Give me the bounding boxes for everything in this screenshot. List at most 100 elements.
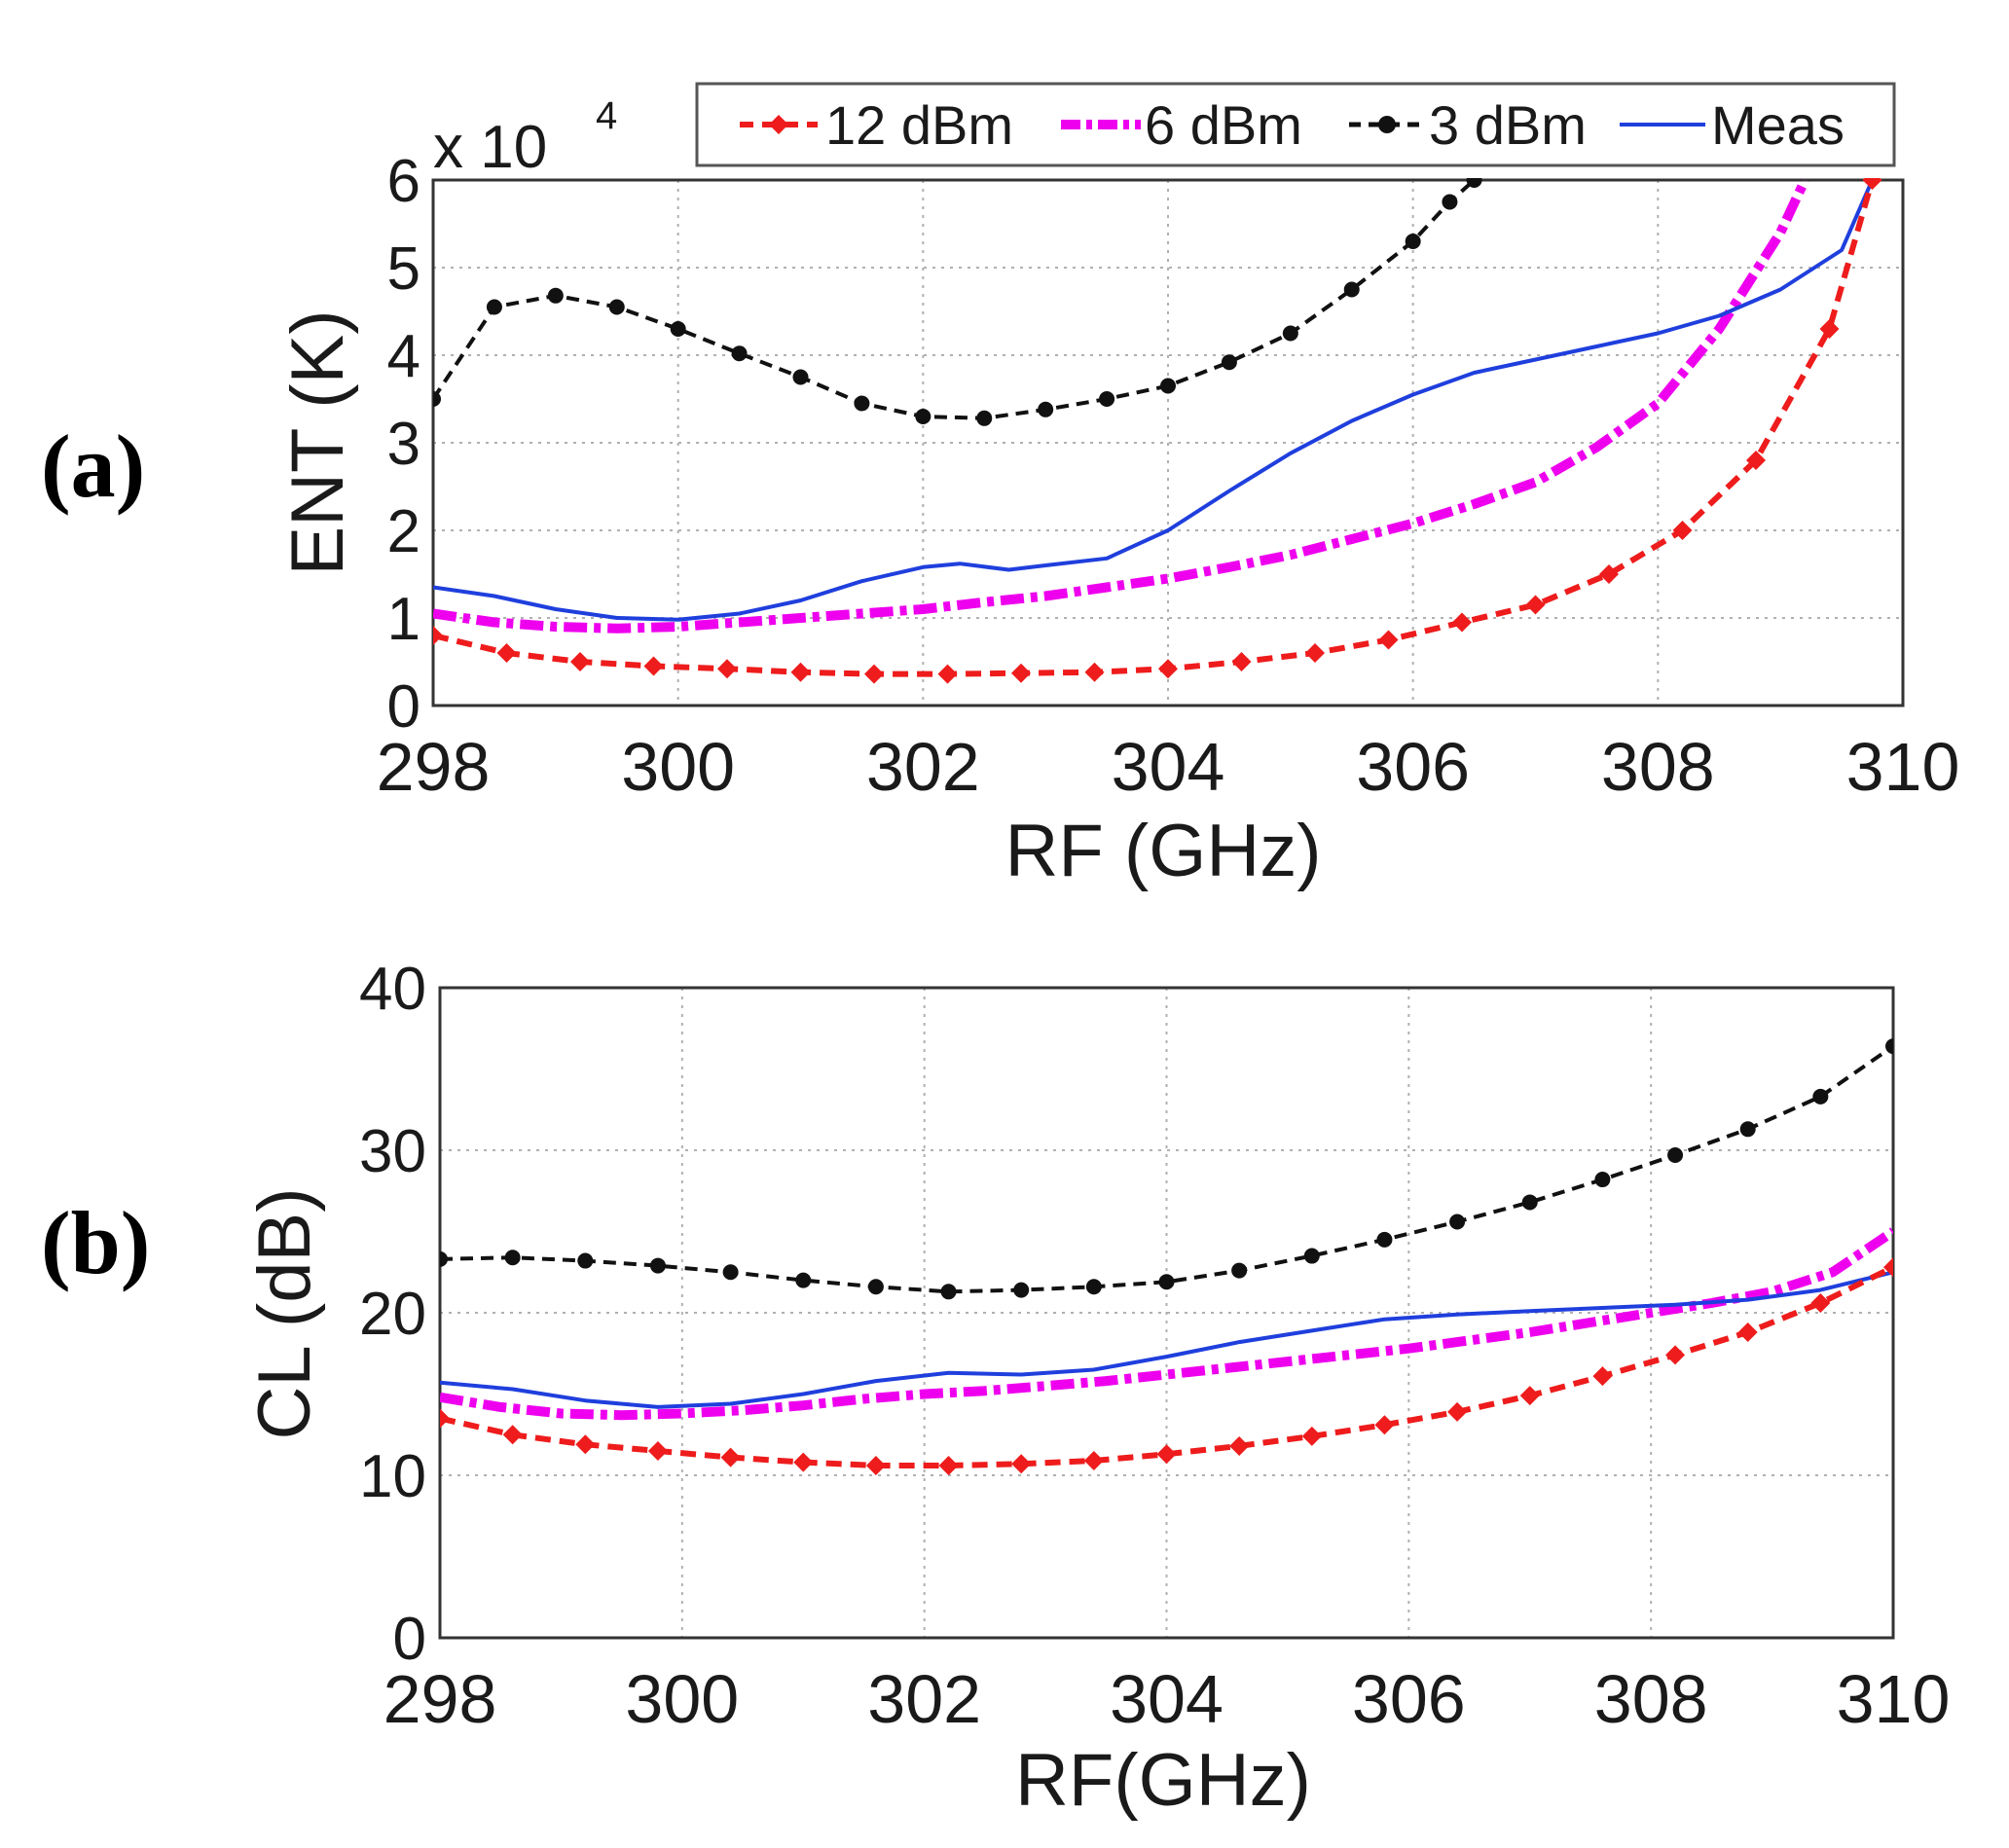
point-3dbm-b xyxy=(1303,1248,1320,1264)
point-12dbm-a xyxy=(1525,595,1546,615)
point-3dbm-b xyxy=(649,1257,666,1274)
point-12dbm-a xyxy=(1378,630,1399,650)
legend-label-12dbm: 12 dBm xyxy=(825,94,1013,156)
point-3dbm-b xyxy=(1231,1262,1248,1279)
point-12dbm-b xyxy=(1011,1454,1032,1474)
point-3dbm-a xyxy=(731,345,748,362)
point-3dbm-a xyxy=(1038,401,1054,417)
point-3dbm-b xyxy=(722,1264,739,1281)
point-3dbm-b xyxy=(440,1250,448,1267)
legend-entry-meas: Meas xyxy=(1620,94,1845,156)
point-12dbm-a xyxy=(1862,178,1882,190)
axes-frame-b xyxy=(438,986,1895,1640)
series-line-12dbm-a xyxy=(433,179,1876,677)
y-tick-label-b: 20 xyxy=(359,1281,426,1348)
point-3dbm-a xyxy=(915,409,931,424)
point-12dbm-b xyxy=(502,1425,523,1445)
legend-label-meas: Meas xyxy=(1711,94,1845,156)
y-axis-label-b: CL (dB) xyxy=(243,1187,326,1439)
point-12dbm-b xyxy=(1083,1450,1104,1470)
x-tick-label-a: 298 xyxy=(377,729,491,805)
legend: 12 dBm 6 dBm 3 dBm Meas xyxy=(695,82,1896,167)
point-12dbm-b xyxy=(1301,1426,1322,1446)
legend-label-6dbm: 6 dBm xyxy=(1145,94,1302,156)
y-tick-label-a: 3 xyxy=(387,411,420,478)
axes-frame-a xyxy=(431,178,1905,707)
series-line-6dbm-a xyxy=(433,178,1809,634)
point-12dbm-b xyxy=(865,1455,886,1475)
point-3dbm-a xyxy=(608,299,625,315)
ticks-b: 298 300 302 304 306 308 310 0 10 20 30 40 xyxy=(359,956,1950,1737)
point-12dbm-b xyxy=(1519,1386,1540,1406)
point-12dbm-a xyxy=(496,643,517,663)
legend-marker-3dbm xyxy=(1378,116,1396,133)
point-12dbm-a xyxy=(1231,652,1252,671)
point-12dbm-b xyxy=(1229,1435,1250,1456)
legend-label-3dbm: 3 dBm xyxy=(1429,94,1587,156)
x-tick-label-a: 300 xyxy=(621,729,735,805)
point-12dbm-b xyxy=(720,1447,741,1468)
x-tick-label-b: 302 xyxy=(867,1661,981,1737)
y-tick-label-a: 6 xyxy=(387,148,420,215)
point-3dbm-a xyxy=(486,299,502,315)
point-12dbm-a xyxy=(1452,612,1472,633)
series-line-3dbm-a xyxy=(433,178,1476,420)
point-12dbm-a xyxy=(717,659,737,679)
point-3dbm-b xyxy=(795,1272,812,1288)
point-12dbm-a xyxy=(1011,663,1031,683)
point-12dbm-b xyxy=(575,1434,596,1455)
panel-label-a: (a) xyxy=(41,417,145,516)
point-12dbm-a xyxy=(1158,659,1178,679)
x-tick-label-a: 302 xyxy=(866,729,980,805)
point-3dbm-a xyxy=(1160,378,1176,394)
point-3dbm-b xyxy=(1667,1147,1684,1164)
point-3dbm-b xyxy=(867,1279,884,1295)
y-tick-label-b: 30 xyxy=(359,1118,426,1185)
series-group-a xyxy=(433,178,1882,684)
series-group-b xyxy=(440,1038,1893,1475)
y-tick-label-a: 5 xyxy=(387,236,420,303)
point-12dbm-b xyxy=(1665,1345,1686,1365)
point-12dbm-a xyxy=(570,652,590,671)
point-3dbm-b xyxy=(1594,1172,1611,1188)
x-tick-label-a: 310 xyxy=(1846,729,1960,805)
point-3dbm-a xyxy=(1221,354,1237,371)
point-12dbm-b xyxy=(1737,1323,1758,1343)
y-tick-label-a: 1 xyxy=(387,586,420,653)
x-axis-label-b: RF(GHz) xyxy=(1015,1739,1311,1822)
point-3dbm-b xyxy=(1521,1194,1538,1211)
point-3dbm-a xyxy=(854,395,870,412)
chart-panel-a: 298 300 302 304 306 308 310 0 1 2 3 4 5 6 x 10 4 RF (… xyxy=(276,94,1959,892)
x-tick-label-b: 308 xyxy=(1594,1661,1708,1737)
point-12dbm-a xyxy=(1672,521,1693,540)
point-12dbm-a xyxy=(643,656,664,676)
point-3dbm-a xyxy=(1282,325,1298,342)
x-tick-label-b: 300 xyxy=(625,1661,739,1737)
point-3dbm-a xyxy=(433,391,441,407)
point-3dbm-a xyxy=(1442,194,1458,210)
x-tick-label-a: 304 xyxy=(1112,729,1225,805)
point-3dbm-a xyxy=(1099,391,1115,407)
x-tick-label-b: 298 xyxy=(384,1661,497,1737)
point-3dbm-b xyxy=(1013,1282,1030,1298)
point-3dbm-b xyxy=(1449,1214,1466,1230)
point-12dbm-b xyxy=(1883,1257,1893,1278)
point-12dbm-a xyxy=(433,626,443,645)
x-tick-label-a: 308 xyxy=(1601,729,1715,805)
point-12dbm-b xyxy=(793,1452,814,1472)
ticks-a: 298 300 302 304 306 308 310 0 1 2 3 4 5 6 xyxy=(377,148,1960,805)
legend-entry-6dbm: 6 dBm xyxy=(1061,94,1302,156)
point-12dbm-b xyxy=(647,1440,668,1461)
y-tick-label-b: 40 xyxy=(359,956,426,1023)
y-tick-label-b: 10 xyxy=(359,1443,426,1510)
point-12dbm-b xyxy=(1592,1366,1613,1387)
point-12dbm-a xyxy=(1746,451,1766,470)
point-12dbm-b xyxy=(1374,1415,1395,1435)
point-3dbm-b xyxy=(940,1284,957,1300)
point-3dbm-a xyxy=(1405,234,1421,249)
point-3dbm-b xyxy=(1085,1279,1102,1295)
legend-marker-12dbm xyxy=(769,115,788,134)
point-3dbm-a xyxy=(1466,178,1482,188)
chart-panel-b: 298 300 302 304 306 308 310 0 10 20 30 40 RF(GHz) C… xyxy=(243,956,1950,1822)
